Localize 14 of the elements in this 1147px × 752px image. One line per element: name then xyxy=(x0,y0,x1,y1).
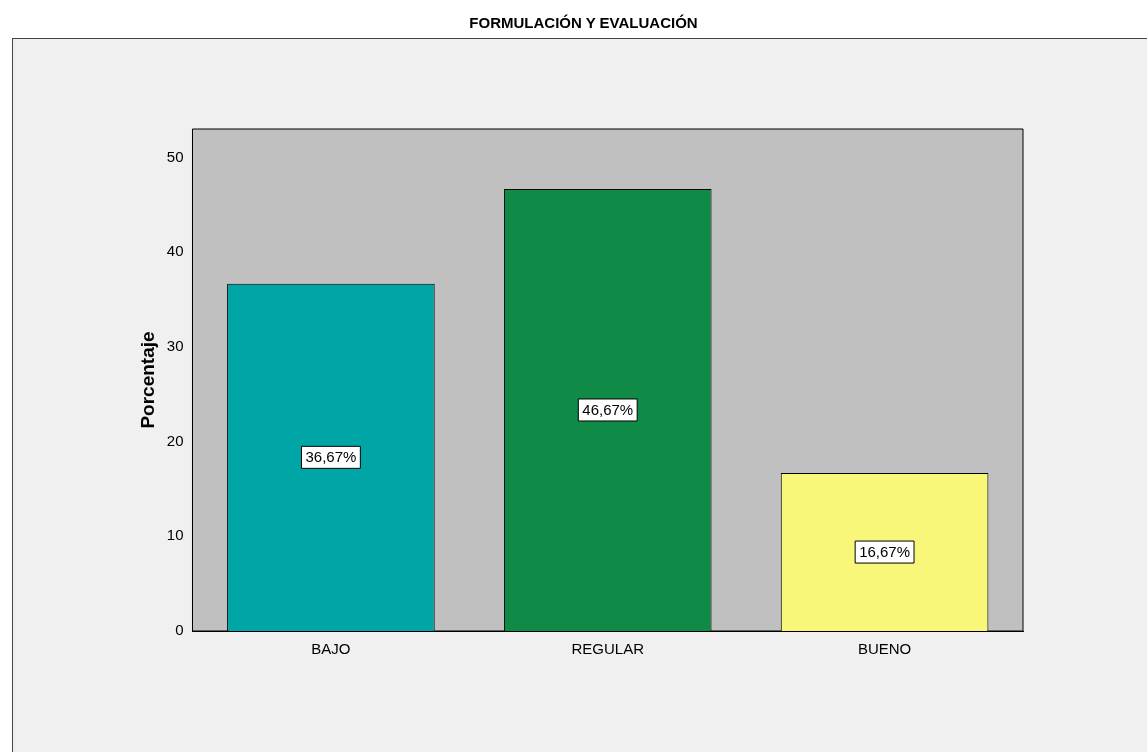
x-tick-label: BAJO xyxy=(311,640,351,658)
y-tick-label: 0 xyxy=(175,621,184,639)
y-tick-label: 20 xyxy=(166,431,184,449)
data-label: 46,67% xyxy=(582,401,634,419)
data-label: 36,67% xyxy=(305,448,357,466)
y-tick-label: 50 xyxy=(166,147,184,165)
y-tick-label: 30 xyxy=(166,336,184,354)
x-tick-label: BUENO xyxy=(857,640,912,658)
chart-title: FORMULACIÓN Y EVALUACIÓN xyxy=(468,14,699,31)
y-tick-label: 10 xyxy=(166,526,184,544)
y-tick-label: 40 xyxy=(166,242,184,260)
y-axis-title: Porcentaje xyxy=(136,331,158,429)
x-tick-label: REGULAR xyxy=(571,640,645,658)
data-label: 16,67% xyxy=(859,543,911,561)
